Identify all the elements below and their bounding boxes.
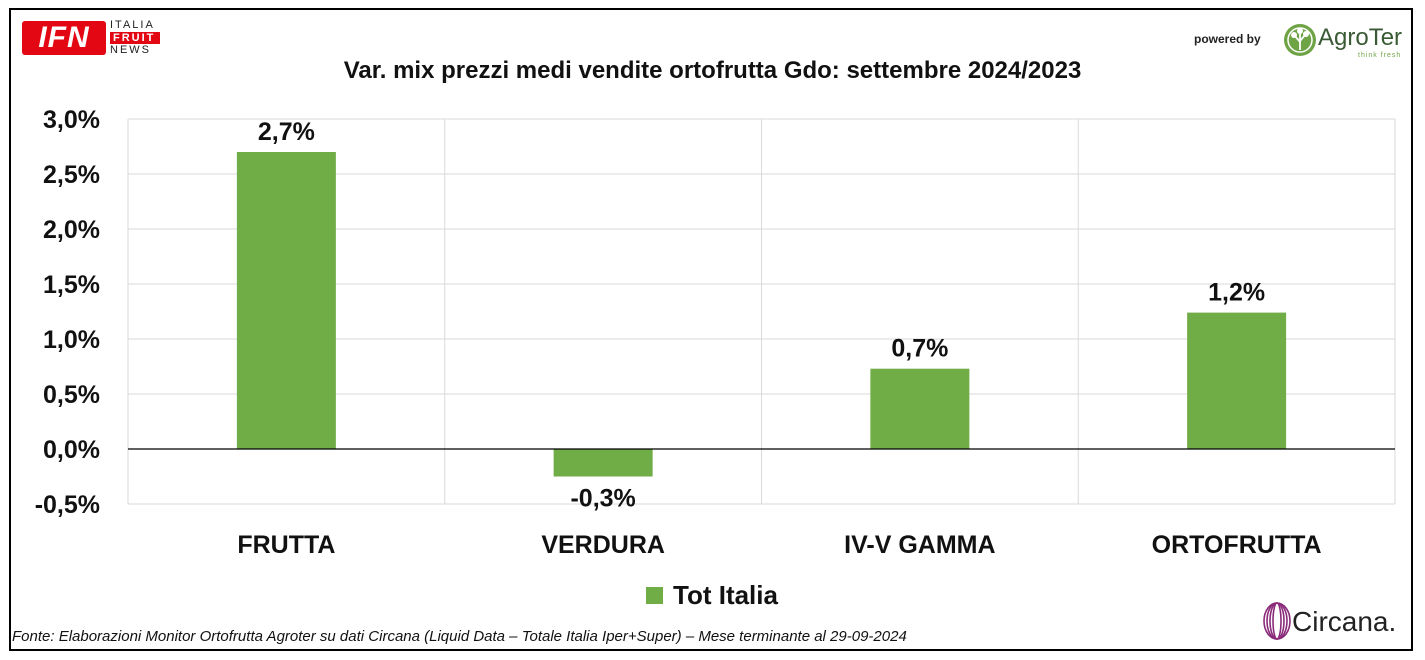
circana-mark-icon <box>1263 602 1291 640</box>
legend-swatch <box>646 586 663 604</box>
y-tick-label: -0,5% <box>35 491 100 519</box>
chart-title: Var. mix prezzi medi vendite ortofrutta … <box>343 57 1082 84</box>
source-note: Fonte: Elaborazioni Monitor Ortofrutta A… <box>12 628 907 645</box>
bar <box>236 152 336 449</box>
legend-label: Tot Italia <box>673 579 778 610</box>
y-tick-label: 1,0% <box>43 326 100 354</box>
bar <box>870 368 970 449</box>
category-label: VERDURA <box>541 531 665 559</box>
y-tick-label: 0,0% <box>43 436 100 464</box>
category-label: ORTOFRUTTA <box>1152 531 1322 559</box>
legend: Tot Italia <box>646 580 778 610</box>
bar <box>553 449 653 477</box>
agroter-tree-icon <box>1284 24 1316 56</box>
agroter-name: AgroTer <box>1318 24 1403 51</box>
ifn-word-news: NEWS <box>110 44 151 56</box>
category-label: IV-V GAMMA <box>844 531 995 559</box>
agroter-tagline: think fresh <box>1358 52 1402 59</box>
agroter-logo: AgroTer think fresh <box>1280 20 1410 60</box>
data-label: -0,3% <box>570 485 635 513</box>
ifn-logo-mark: IFN <box>22 21 106 55</box>
circana-logo: Circana. <box>1262 600 1412 644</box>
powered-by-label: powered by <box>1194 32 1261 46</box>
circana-name: Circana. <box>1292 606 1397 637</box>
bar <box>1187 312 1287 449</box>
ifn-logo-words: ITALIA FRUIT NEWS <box>110 19 170 57</box>
data-label: 1,2% <box>1208 279 1265 307</box>
ifn-word-fruit: FRUIT <box>110 31 160 44</box>
data-label: 0,7% <box>891 335 948 363</box>
y-tick-label: 0,5% <box>43 381 100 409</box>
category-label: FRUTTA <box>237 531 335 559</box>
ifn-word-italia: ITALIA <box>110 19 155 31</box>
ifn-logo: IFN ITALIA FRUIT NEWS <box>22 19 167 59</box>
y-tick-label: 1,5% <box>43 271 100 299</box>
data-label: 2,7% <box>258 118 315 146</box>
y-tick-label: 2,0% <box>43 216 100 244</box>
y-tick-label: 3,0% <box>43 106 100 134</box>
y-tick-label: 2,5% <box>43 161 100 189</box>
